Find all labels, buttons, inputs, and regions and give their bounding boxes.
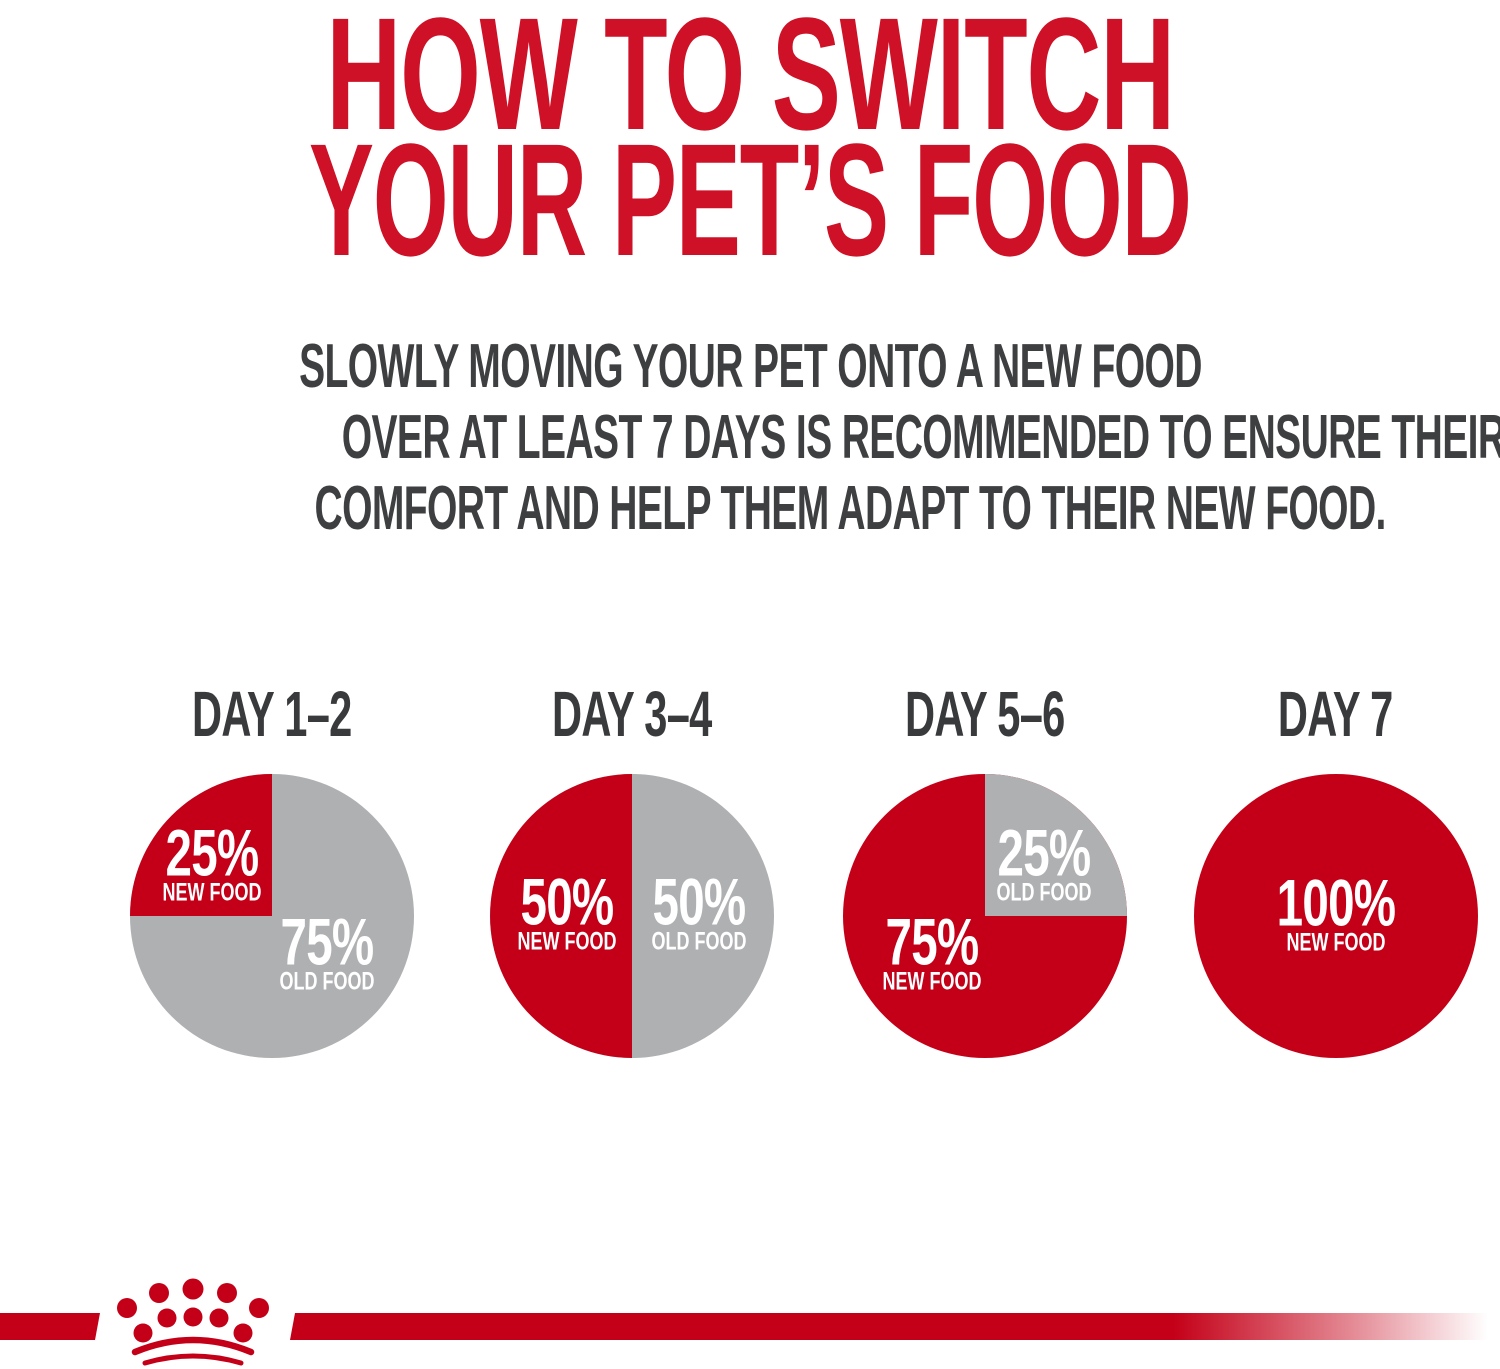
new-food-label: 75% NEW FOOD [882,904,981,996]
intro-text-line-2: OVER AT LEAST 7 DAYS IS RECOMMENDED TO E… [341,403,1500,472]
old-food-label: 50% OLD FOOD [651,864,746,956]
new-food-percent: 75% [885,904,979,979]
new-food-percent: 100% [1276,865,1395,940]
pie-chart-day-7: 100% NEW FOOD [1193,773,1479,1059]
day-1-2-heading-text: DAY 1–2 [191,678,352,750]
title-line-2: YOUR PET’S FOOD [309,110,1192,289]
royal-canin-crown-paw-icon [117,1278,269,1366]
footer-ribbon-left [0,1313,100,1340]
day-3-4-column: DAY 3–4 50% NEW FOOD 50% OLD FOOD [454,678,809,1059]
day-5-6-heading: DAY 5–6 [807,678,1162,750]
pie-chart-day-5-6-graphic [842,774,1127,1058]
day-3-4-heading-text: DAY 3–4 [551,678,712,750]
pie-chart-day-3-4: 50% NEW FOOD 50% OLD FOOD [489,773,775,1059]
intro-text-line-3: COMFORT AND HELP THEM ADAPT TO THEIR NEW… [314,474,1387,543]
pie-chart-day-3-4-graphic [489,774,774,1058]
new-food-caption: NEW FOOD [882,967,981,996]
pie-chart-day-7-graphic [1193,774,1478,1058]
day-7-heading: DAY 7 [1158,678,1500,750]
intro-text-line-1: SLOWLY MOVING YOUR PET ONTO A NEW FOOD [298,332,1202,401]
intro-text: SLOWLY MOVING YOUR PET ONTO A NEW FOOD O… [0,331,1500,544]
new-food-percent: 25% [165,815,259,890]
day-1-2-heading: DAY 1–2 [94,678,449,750]
old-food-percent: 50% [652,864,746,939]
day-7-heading-text: DAY 7 [1278,678,1393,750]
old-food-percent: 75% [280,904,374,979]
old-food-caption: OLD FOOD [651,927,746,956]
old-food-percent: 25% [997,815,1091,890]
pie-chart-day-5-6: 75% NEW FOOD 25% OLD FOOD [842,773,1128,1059]
title-line-1: HOW TO SWITCH [326,0,1175,163]
day-5-6-column: DAY 5–6 75% NEW FOOD 25% OLD FOOD [807,678,1162,1059]
new-food-caption: NEW FOOD [162,878,261,907]
pie-chart-day-1-2: 25% NEW FOOD 75% OLD FOOD [129,773,415,1059]
new-food-caption: NEW FOOD [517,927,616,956]
pie-chart-day-1-2-graphic [129,774,414,1058]
footer-ribbon-right [290,1313,1500,1340]
new-food-slice [129,774,272,916]
old-food-label: 75% OLD FOOD [279,904,374,996]
new-food-slice [1193,774,1478,1058]
old-food-slice [984,774,1127,916]
new-food-label: 25% NEW FOOD [162,815,261,907]
new-food-label: 50% NEW FOOD [517,864,616,956]
old-food-label: 25% OLD FOOD [996,815,1091,907]
day-1-2-column: DAY 1–2 25% NEW FOOD 75% OLD FOOD [94,678,449,1059]
page-title: HOW TO SWITCH YOUR PET’S FOOD [0,0,1500,289]
new-food-slice [489,774,632,1058]
old-food-caption: OLD FOOD [279,967,374,996]
day-5-6-heading-text: DAY 5–6 [904,678,1065,750]
new-food-caption: NEW FOOD [1286,928,1385,957]
old-food-caption: OLD FOOD [996,878,1091,907]
day-3-4-heading: DAY 3–4 [454,678,809,750]
day-7-column: DAY 7 100% NEW FOOD [1158,678,1500,1059]
new-food-label: 100% NEW FOOD [1276,865,1395,957]
new-food-percent: 50% [520,864,614,939]
